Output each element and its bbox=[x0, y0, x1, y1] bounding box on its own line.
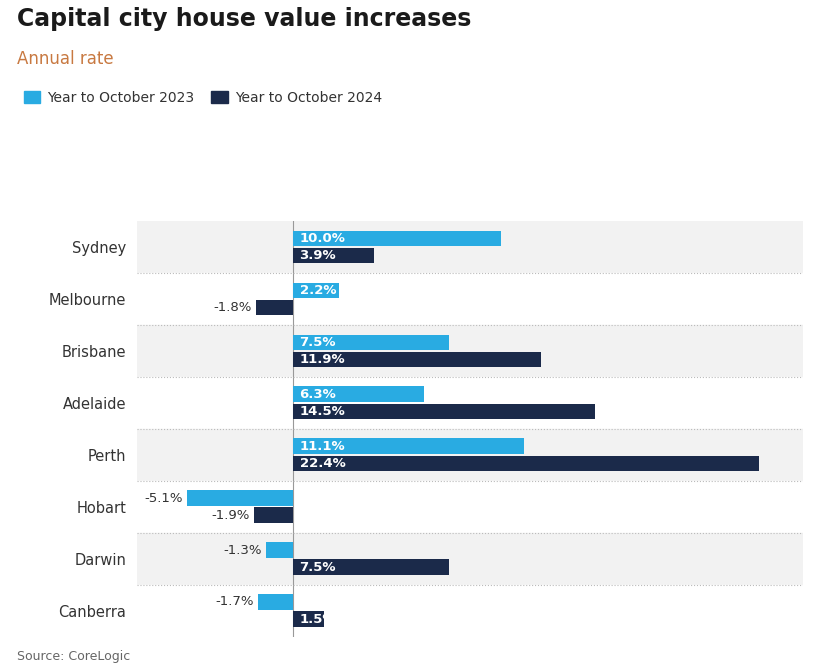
Text: 11.9%: 11.9% bbox=[300, 353, 345, 366]
Legend: Year to October 2023, Year to October 2024: Year to October 2023, Year to October 20… bbox=[23, 90, 382, 105]
Bar bbox=[137, 325, 803, 377]
Bar bbox=[137, 273, 803, 325]
Bar bbox=[294, 334, 449, 350]
Bar bbox=[256, 299, 294, 316]
Bar bbox=[137, 221, 803, 273]
Bar bbox=[294, 283, 339, 298]
Text: 1.5%: 1.5% bbox=[300, 612, 336, 626]
Bar bbox=[294, 352, 541, 367]
Text: -1.9%: -1.9% bbox=[211, 509, 250, 522]
Bar bbox=[294, 559, 449, 575]
Bar bbox=[137, 584, 803, 636]
Text: Source: CoreLogic: Source: CoreLogic bbox=[17, 651, 130, 663]
Text: -1.8%: -1.8% bbox=[213, 301, 252, 314]
Text: -5.1%: -5.1% bbox=[145, 492, 183, 505]
Text: 11.1%: 11.1% bbox=[300, 440, 345, 453]
Text: 7.5%: 7.5% bbox=[300, 336, 336, 349]
Bar bbox=[266, 542, 294, 558]
Bar bbox=[294, 456, 760, 471]
Text: 7.5%: 7.5% bbox=[300, 561, 336, 574]
Bar bbox=[294, 403, 595, 419]
Bar bbox=[294, 230, 502, 247]
Text: 10.0%: 10.0% bbox=[300, 232, 345, 245]
Bar bbox=[294, 387, 424, 402]
Bar bbox=[258, 594, 294, 610]
Text: Annual rate: Annual rate bbox=[17, 50, 113, 68]
Bar bbox=[294, 248, 374, 263]
Text: Capital city house value increases: Capital city house value increases bbox=[17, 7, 471, 31]
Bar bbox=[254, 507, 294, 523]
Bar bbox=[137, 533, 803, 584]
Bar bbox=[187, 490, 294, 506]
Bar bbox=[137, 429, 803, 481]
Text: 3.9%: 3.9% bbox=[300, 249, 336, 262]
Text: -1.3%: -1.3% bbox=[224, 543, 262, 557]
Text: 6.3%: 6.3% bbox=[300, 388, 336, 401]
Text: 2.2%: 2.2% bbox=[300, 284, 336, 297]
Bar bbox=[294, 611, 324, 627]
Bar bbox=[137, 377, 803, 429]
Bar bbox=[137, 481, 803, 533]
Text: 14.5%: 14.5% bbox=[300, 405, 345, 418]
Text: 22.4%: 22.4% bbox=[300, 457, 345, 470]
Bar bbox=[294, 438, 524, 454]
Text: -1.7%: -1.7% bbox=[215, 596, 254, 608]
